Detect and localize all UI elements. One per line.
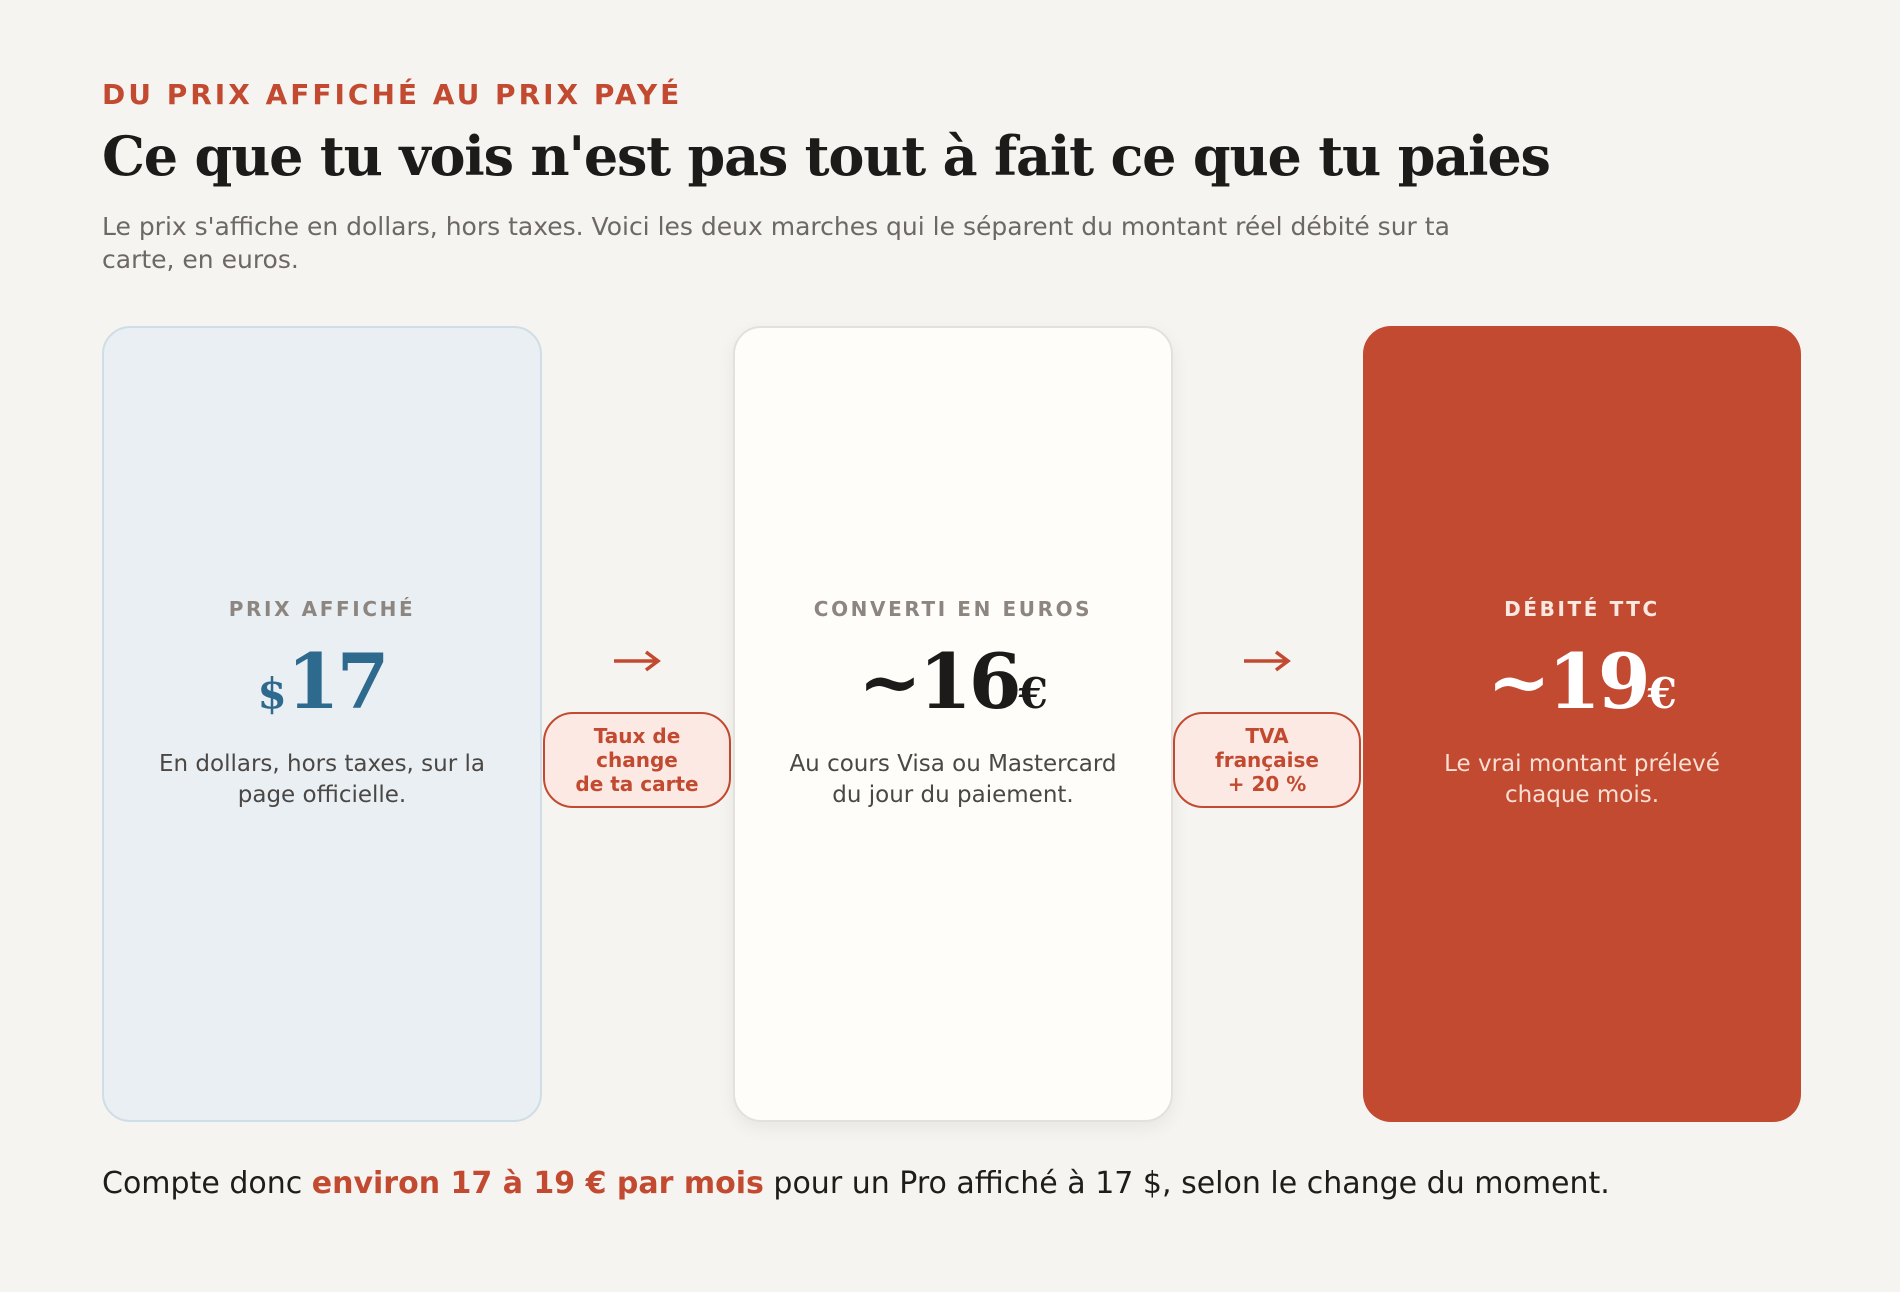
card-value: ~19 € [1487, 637, 1677, 739]
card-charged-ttc: DÉBITÉ TTC ~19 € Le vrai montant prélevé … [1363, 326, 1801, 1122]
footer-text: pour un Pro affiché à 17 $, selon le cha… [763, 1166, 1610, 1201]
step-text-line: TVA [1245, 724, 1289, 748]
page-title: Ce que tu vois n'est pas tout à fait ce … [102, 124, 1551, 188]
card-description: En dollars, hors taxes, sur la page offi… [158, 751, 485, 808]
card-displayed-price: PRIX AFFICHÉ $17 En dollars, hors taxes,… [102, 326, 542, 1122]
card-value: ~16 € [858, 637, 1048, 739]
card-amount: ~16 [858, 637, 1021, 726]
step-text-line: française [1215, 748, 1319, 772]
right-arrow-icon [1244, 650, 1291, 672]
card-description: Le vrai montant prélevé chaque mois. [1444, 751, 1720, 808]
step-exchange-rate: Taux de change de ta carte [543, 712, 731, 808]
currency-symbol: $ [257, 669, 287, 718]
step-text-line: + 20 % [1227, 772, 1307, 796]
card-amount: 17 [286, 637, 390, 726]
step-text-line: Taux de [593, 724, 681, 748]
card-label: DÉBITÉ TTC [1504, 597, 1660, 621]
step-text-line: de ta carte [575, 772, 699, 796]
infographic: DU PRIX AFFICHÉ AU PRIX PAYÉ Ce que tu v… [102, 0, 1801, 1292]
step-text-line: change [596, 748, 678, 772]
card-description: Au cours Visa ou Mastercard du jour du p… [789, 751, 1117, 808]
footer-note: Compte donc environ 17 à 19 € par mois p… [102, 1166, 1610, 1201]
card-value: $17 [257, 637, 390, 739]
card-converted-euros: CONVERTI EN EUROS ~16 € Au cours Visa ou … [733, 326, 1173, 1122]
footer-text: Compte donc [102, 1166, 312, 1201]
step-vat: TVA française + 20 % [1173, 712, 1361, 808]
currency-symbol: € [1647, 669, 1677, 718]
currency-symbol: € [1018, 669, 1048, 718]
card-label: CONVERTI EN EUROS [813, 597, 1093, 621]
card-amount: ~19 [1487, 637, 1650, 726]
right-arrow-icon [614, 650, 661, 672]
card-label: PRIX AFFICHÉ [228, 597, 416, 621]
footer-highlight: environ 17 à 19 € par mois [311, 1166, 764, 1201]
eyebrow-label: DU PRIX AFFICHÉ AU PRIX PAYÉ [102, 78, 683, 111]
page-subtitle: Le prix s'affiche en dollars, hors taxes… [102, 212, 1450, 274]
